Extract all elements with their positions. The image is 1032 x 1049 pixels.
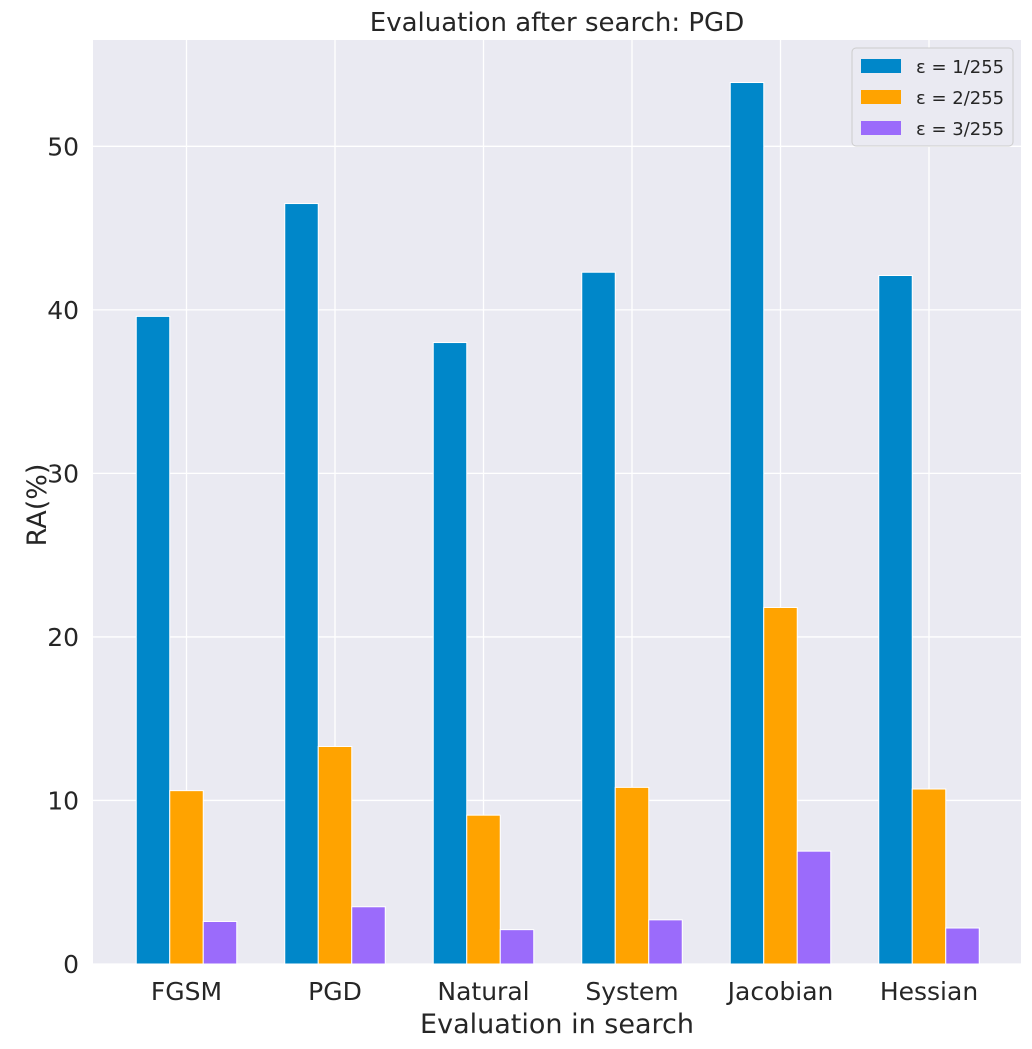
x-tick-label: Natural <box>437 977 529 1006</box>
bar-1-hessian <box>878 274 913 965</box>
bars <box>135 82 980 965</box>
bar-2-system <box>614 786 650 965</box>
x-tick-label: PGD <box>308 977 362 1006</box>
bar-2-pgd <box>317 745 353 965</box>
y-tick-label: 50 <box>47 132 79 161</box>
y-tick-label: 20 <box>47 623 79 652</box>
bar-1-system <box>581 271 616 965</box>
y-tick-labels: 0 10 20 30 40 50 <box>47 132 79 979</box>
bar-3-system <box>648 919 683 965</box>
legend-swatch-1 <box>861 59 901 73</box>
y-tick-label: 10 <box>47 786 79 815</box>
y-axis-title: RA(%) <box>22 464 53 547</box>
bar-2-hessian <box>911 788 947 965</box>
bar-3-jacobian <box>796 850 832 965</box>
x-tick-label: Hessian <box>880 977 978 1006</box>
bar-3-pgd <box>351 906 386 965</box>
bar-3-hessian <box>945 927 980 965</box>
bar-3-natural <box>499 929 535 965</box>
x-tick-label: Jacobian <box>726 977 834 1006</box>
legend: ε = 1/255 ε = 2/255 ε = 3/255 <box>851 47 1014 147</box>
x-axis-title: Evaluation in search <box>420 1009 694 1040</box>
legend-label-2: ε = 2/255 <box>916 88 1004 109</box>
bar-2-natural <box>466 814 501 965</box>
bar-1-jacobian <box>729 82 765 965</box>
legend-swatch-2 <box>861 90 901 104</box>
y-tick-label: 0 <box>63 950 79 979</box>
legend-swatch-3 <box>861 121 901 135</box>
plot-background <box>93 40 1021 964</box>
bar-1-fgsm <box>135 315 171 965</box>
bar-2-fgsm <box>169 790 204 965</box>
y-tick-label: 30 <box>47 459 79 488</box>
x-tick-label: System <box>585 977 678 1006</box>
bar-2-jacobian <box>763 606 798 965</box>
x-tick-label: FGSM <box>151 977 222 1006</box>
legend-label-1: ε = 1/255 <box>916 57 1004 78</box>
y-tick-label: 40 <box>47 296 79 325</box>
bar-1-natural <box>432 342 468 965</box>
x-tick-labels: FGSM PGD Natural System Jacobian Hessian <box>151 977 978 1006</box>
bar-3-fgsm <box>202 920 238 965</box>
bar-1-pgd <box>284 203 319 965</box>
chart-title: Evaluation after search: PGD <box>370 8 744 38</box>
legend-label-3: ε = 3/255 <box>916 119 1004 140</box>
